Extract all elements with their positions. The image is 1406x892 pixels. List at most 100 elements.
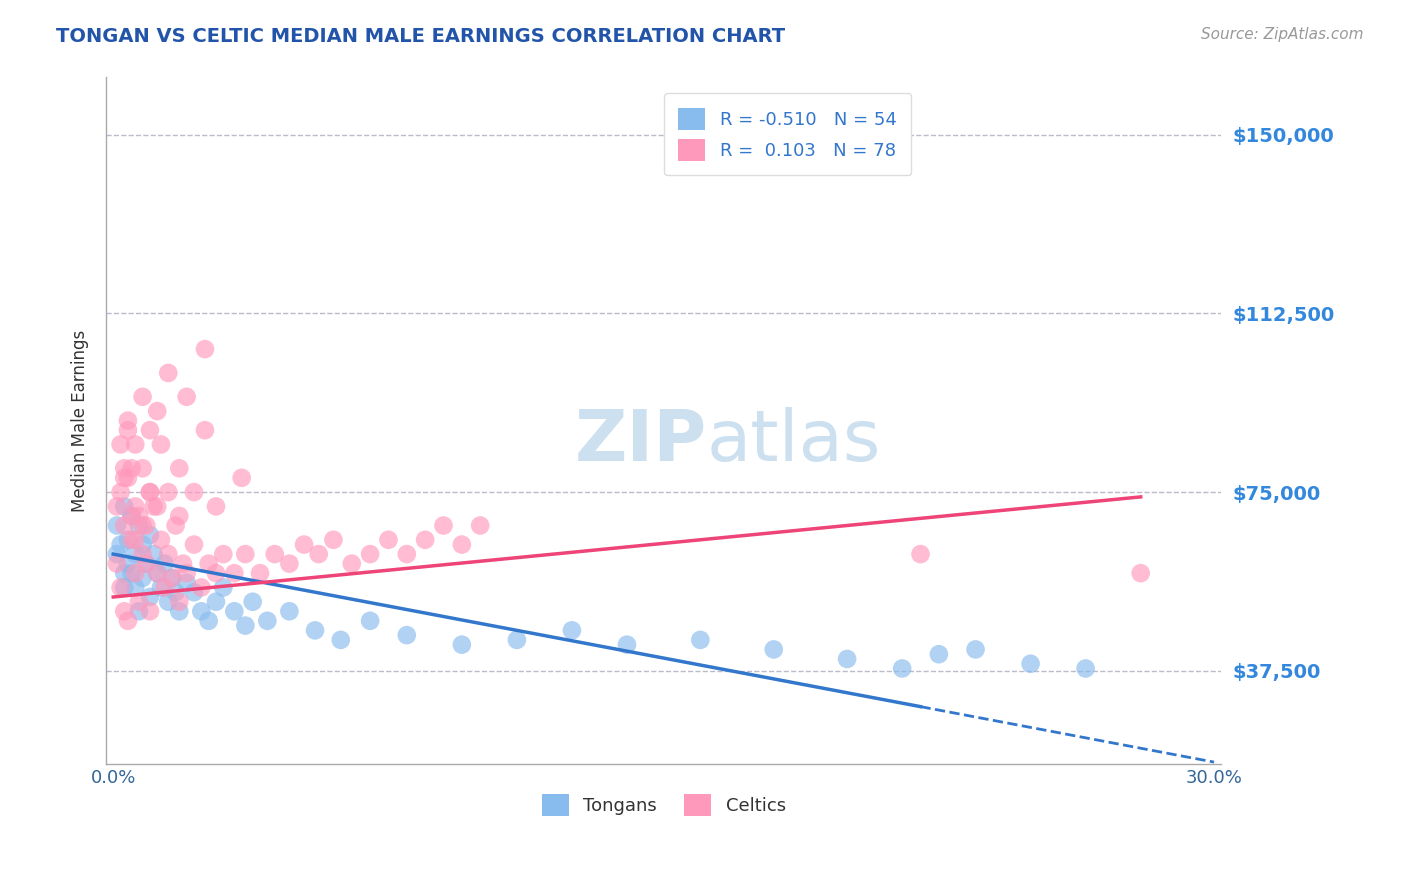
Point [395, 547, 418, 561]
Point [117, 557, 139, 571]
Point [304, 624, 326, 638]
Point [105, 557, 128, 571]
Point [183, 485, 205, 500]
Point [135, 518, 157, 533]
Point [183, 537, 205, 551]
Point [169, 604, 191, 618]
Point [117, 414, 139, 428]
Point [112, 518, 135, 533]
Point [121, 508, 143, 523]
Point [146, 566, 169, 581]
Point [197, 614, 219, 628]
Point [190, 604, 212, 618]
Point [249, 566, 271, 581]
Point [190, 581, 212, 595]
Point [224, 604, 246, 618]
Point [105, 500, 128, 514]
Point [176, 575, 198, 590]
Point [308, 547, 330, 561]
Point [117, 471, 139, 485]
Point [128, 604, 150, 618]
Point [212, 581, 235, 595]
Point [149, 437, 172, 451]
Point [112, 566, 135, 581]
Point [121, 533, 143, 547]
Point [110, 537, 132, 551]
Point [124, 547, 146, 561]
Point [124, 533, 146, 547]
Point [176, 566, 198, 581]
Point [131, 390, 153, 404]
Point [183, 585, 205, 599]
Point [146, 566, 169, 581]
Text: atlas: atlas [706, 407, 882, 476]
Point [212, 547, 235, 561]
Point [762, 642, 785, 657]
Point [322, 533, 344, 547]
Point [359, 614, 381, 628]
Point [139, 590, 162, 604]
Point [124, 437, 146, 451]
Point [135, 557, 157, 571]
Point [149, 533, 172, 547]
Point [128, 518, 150, 533]
Point [131, 537, 153, 551]
Point [131, 461, 153, 475]
Point [292, 537, 315, 551]
Text: Source: ZipAtlas.com: Source: ZipAtlas.com [1201, 27, 1364, 42]
Point [131, 571, 153, 585]
Point [233, 547, 256, 561]
Point [139, 604, 162, 618]
Point [110, 437, 132, 451]
Point [128, 595, 150, 609]
Point [121, 566, 143, 581]
Point [359, 547, 381, 561]
Point [965, 642, 987, 657]
Point [157, 485, 180, 500]
Point [561, 624, 583, 638]
Point [256, 614, 278, 628]
Point [112, 604, 135, 618]
Point [172, 557, 194, 571]
Point [616, 638, 638, 652]
Point [153, 581, 176, 595]
Point [149, 581, 172, 595]
Legend: Tongans, Celtics: Tongans, Celtics [534, 787, 793, 823]
Point [395, 628, 418, 642]
Point [131, 547, 153, 561]
Point [224, 566, 246, 581]
Point [117, 533, 139, 547]
Point [176, 390, 198, 404]
Point [165, 585, 187, 599]
Point [169, 595, 191, 609]
Point [450, 537, 472, 551]
Point [124, 581, 146, 595]
Point [205, 595, 228, 609]
Point [157, 595, 180, 609]
Point [139, 485, 162, 500]
Point [124, 566, 146, 581]
Point [242, 595, 264, 609]
Point [157, 366, 180, 380]
Point [470, 518, 492, 533]
Point [891, 661, 914, 675]
Point [121, 461, 143, 475]
Point [205, 566, 228, 581]
Point [105, 547, 128, 561]
Point [278, 557, 301, 571]
Point [139, 528, 162, 542]
Point [112, 461, 135, 475]
Point [142, 500, 165, 514]
Point [169, 461, 191, 475]
Point [157, 547, 180, 561]
Point [124, 500, 146, 514]
Point [1074, 661, 1097, 675]
Point [112, 471, 135, 485]
Point [110, 485, 132, 500]
Point [128, 508, 150, 523]
Point [142, 547, 165, 561]
Point [340, 557, 363, 571]
Point [197, 557, 219, 571]
Point [278, 604, 301, 618]
Point [165, 518, 187, 533]
